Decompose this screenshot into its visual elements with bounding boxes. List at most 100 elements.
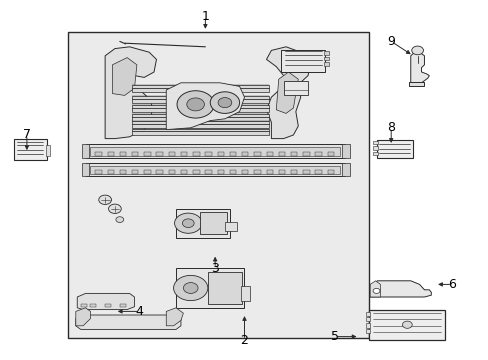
- Bar: [85, 163, 344, 176]
- Bar: [303, 152, 309, 156]
- Text: 2: 2: [240, 334, 248, 347]
- Bar: [107, 170, 114, 174]
- Bar: [46, 145, 50, 156]
- Bar: [82, 144, 89, 158]
- Bar: [229, 152, 236, 156]
- Bar: [278, 152, 285, 156]
- Bar: [85, 144, 344, 158]
- Bar: [217, 152, 224, 156]
- Bar: [193, 152, 199, 156]
- Circle shape: [402, 321, 411, 328]
- Polygon shape: [76, 315, 181, 329]
- Bar: [242, 152, 248, 156]
- Bar: [283, 81, 307, 95]
- Circle shape: [116, 217, 123, 222]
- Text: 4: 4: [135, 305, 143, 318]
- Bar: [90, 304, 96, 307]
- Bar: [281, 50, 325, 72]
- Circle shape: [108, 204, 121, 213]
- Bar: [132, 129, 268, 135]
- Bar: [327, 170, 333, 174]
- Polygon shape: [166, 308, 183, 326]
- Circle shape: [99, 195, 111, 204]
- Text: 8: 8: [386, 121, 394, 134]
- Bar: [181, 170, 187, 174]
- Bar: [120, 152, 126, 156]
- Circle shape: [186, 98, 204, 111]
- Text: 1: 1: [201, 10, 209, 23]
- Bar: [120, 170, 126, 174]
- Bar: [368, 310, 444, 340]
- Bar: [372, 152, 377, 155]
- Bar: [132, 114, 268, 121]
- Text: 3: 3: [211, 262, 219, 275]
- Bar: [132, 105, 268, 112]
- Bar: [132, 85, 268, 92]
- Bar: [303, 170, 309, 174]
- Bar: [315, 152, 321, 156]
- Polygon shape: [276, 72, 298, 113]
- Bar: [95, 152, 102, 156]
- Polygon shape: [369, 281, 380, 297]
- Bar: [120, 304, 125, 307]
- Bar: [324, 57, 328, 60]
- Text: 9: 9: [386, 35, 394, 48]
- Polygon shape: [166, 83, 244, 130]
- Bar: [90, 147, 339, 156]
- Bar: [278, 170, 285, 174]
- Bar: [365, 323, 369, 328]
- Polygon shape: [77, 293, 134, 310]
- Text: 5: 5: [330, 330, 338, 343]
- Bar: [105, 304, 111, 307]
- Polygon shape: [266, 47, 310, 139]
- Bar: [107, 152, 114, 156]
- Bar: [254, 170, 260, 174]
- Polygon shape: [105, 47, 156, 139]
- Bar: [156, 152, 163, 156]
- Bar: [82, 163, 89, 176]
- Bar: [95, 170, 102, 174]
- Bar: [193, 170, 199, 174]
- Circle shape: [411, 46, 423, 55]
- Polygon shape: [369, 281, 430, 297]
- Bar: [176, 209, 229, 238]
- Bar: [181, 152, 187, 156]
- Bar: [365, 317, 369, 321]
- Circle shape: [177, 91, 214, 118]
- Bar: [14, 139, 47, 160]
- Bar: [207, 272, 242, 304]
- Bar: [266, 152, 272, 156]
- Bar: [254, 152, 260, 156]
- Circle shape: [182, 219, 194, 228]
- Bar: [229, 170, 236, 174]
- Bar: [81, 304, 86, 307]
- Bar: [324, 51, 328, 55]
- Circle shape: [183, 283, 198, 293]
- Circle shape: [210, 92, 239, 113]
- Bar: [242, 170, 248, 174]
- Circle shape: [218, 98, 231, 108]
- Bar: [290, 170, 297, 174]
- Bar: [342, 163, 349, 176]
- Bar: [90, 166, 339, 174]
- Circle shape: [173, 275, 207, 301]
- Bar: [168, 170, 175, 174]
- Bar: [315, 170, 321, 174]
- Bar: [266, 170, 272, 174]
- Polygon shape: [112, 58, 137, 95]
- Bar: [240, 286, 250, 301]
- Polygon shape: [76, 308, 90, 326]
- Bar: [205, 152, 211, 156]
- Bar: [132, 96, 268, 103]
- Bar: [290, 152, 297, 156]
- Bar: [372, 146, 377, 150]
- Bar: [144, 170, 150, 174]
- Bar: [176, 268, 244, 308]
- Bar: [327, 152, 333, 156]
- Bar: [324, 62, 328, 66]
- Circle shape: [174, 213, 202, 233]
- Text: 7: 7: [23, 129, 31, 141]
- Bar: [376, 140, 412, 158]
- Bar: [132, 152, 138, 156]
- Bar: [205, 170, 211, 174]
